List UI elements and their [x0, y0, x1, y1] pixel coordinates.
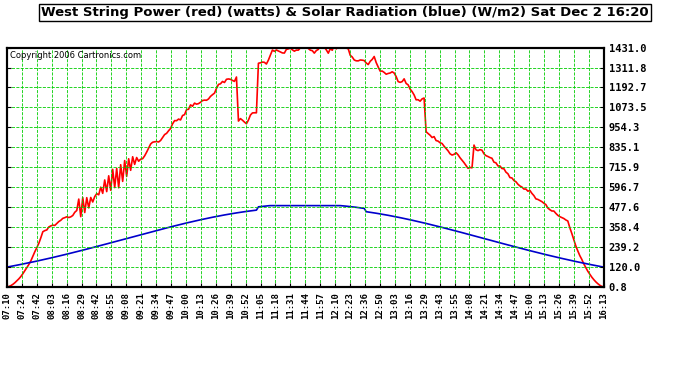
Text: West String Power (red) (watts) & Solar Radiation (blue) (W/m2) Sat Dec 2 16:20: West String Power (red) (watts) & Solar …	[41, 6, 649, 19]
Text: Copyright 2006 Cartronics.com: Copyright 2006 Cartronics.com	[10, 51, 141, 60]
